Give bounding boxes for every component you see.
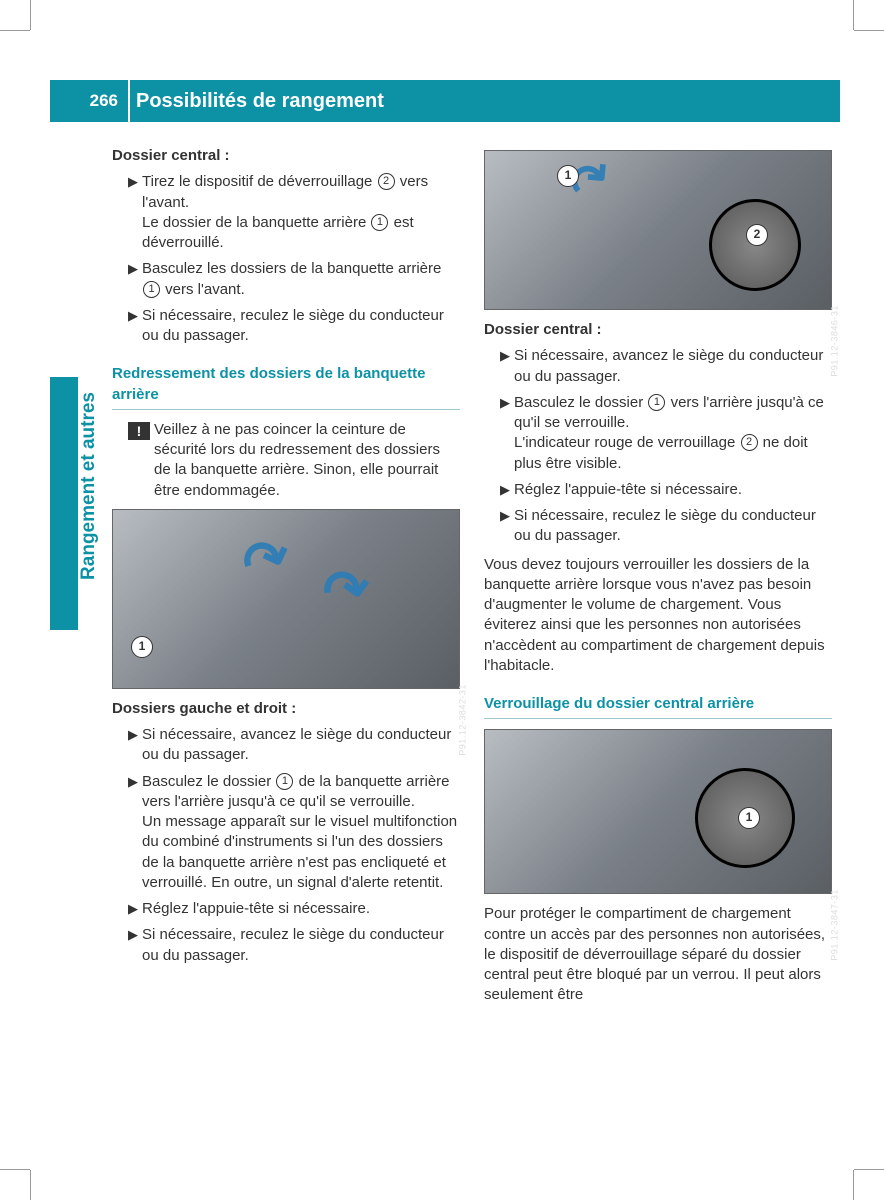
bullet-mark: ▶ — [500, 346, 514, 387]
circled-ref: 2 — [378, 173, 395, 190]
crop-mark — [853, 1170, 854, 1200]
bullet-list: ▶Si nécessaire, avancez le siège du cond… — [484, 346, 832, 546]
figure-label: P91.12-3842-31 — [457, 684, 469, 756]
bullet-text: Réglez l'appuie-tête si nécessaire. — [514, 480, 832, 500]
header-title: Possibilités de rangement — [130, 90, 384, 113]
warning-text: Veillez à ne pas coincer la ceinture de … — [154, 420, 460, 501]
side-section-label: Rangement et autres — [78, 392, 100, 580]
paragraph: Vous devez toujours verrouiller les doss… — [484, 555, 832, 677]
bullet-mark: ▶ — [500, 393, 514, 474]
bullet-item: ▶Si nécessaire, avancez le siège du cond… — [484, 346, 832, 387]
section-title: Dossier central : — [484, 320, 832, 340]
bullet-text: Basculez le dossier 1 de la banquette ar… — [142, 772, 460, 894]
bullet-mark: ▶ — [128, 899, 142, 919]
warning-icon: ! — [128, 422, 150, 440]
bullet-item: ▶Si nécessaire, reculez le siège du cond… — [484, 506, 832, 547]
bullet-item: ▶Réglez l'appuie-tête si nécessaire. — [112, 899, 460, 919]
bullet-mark: ▶ — [500, 480, 514, 500]
callout-1: 1 — [557, 165, 579, 187]
crop-mark — [30, 1170, 31, 1200]
bullet-list: ▶Si nécessaire, avancez le siège du cond… — [112, 725, 460, 966]
bullet-text: Tirez le dispositif de déverrouillage 2 … — [142, 172, 460, 253]
bullet-text: Réglez l'appuie-tête si nécessaire. — [142, 899, 460, 919]
bullet-text: Si nécessaire, avancez le siège du condu… — [142, 725, 460, 766]
bullet-list: ▶Tirez le dispositif de déverrouillage 2… — [112, 172, 460, 346]
bullet-mark: ▶ — [128, 259, 142, 300]
side-tab — [50, 377, 78, 630]
section-title: Dossiers gauche et droit : — [112, 699, 460, 719]
section-title-blue: Redressement des dossiers de la banquett… — [112, 364, 460, 410]
circled-ref: 2 — [741, 434, 758, 451]
section-title-blue: Verrouillage du dossier central arrière — [484, 694, 832, 719]
figure-lock-center: 1 P91.12-3847-31 — [484, 729, 832, 894]
bullet-item: ▶Si nécessaire, avancez le siège du cond… — [112, 725, 460, 766]
bullet-mark: ▶ — [128, 306, 142, 347]
figure-label: P91.12-3846-31 — [829, 305, 841, 377]
callout-1: 1 — [738, 807, 760, 829]
bullet-item: ▶Si nécessaire, reculez le siège du cond… — [112, 925, 460, 966]
bullet-item: ▶Basculez le dossier 1 de la banquette a… — [112, 772, 460, 894]
crop-mark — [854, 30, 884, 31]
section-title: Dossier central : — [112, 146, 460, 166]
bullet-mark: ▶ — [128, 172, 142, 253]
content-area: Dossier central : ▶Tirez le dispositif d… — [112, 142, 832, 1140]
page-header: 266 Possibilités de rangement — [50, 80, 840, 122]
bullet-text: Si nécessaire, reculez le siège du condu… — [142, 306, 460, 347]
left-column: Dossier central : ▶Tirez le dispositif d… — [112, 142, 460, 1140]
crop-mark — [0, 1169, 30, 1170]
bullet-item: ▶Tirez le dispositif de déverrouillage 2… — [112, 172, 460, 253]
bullet-mark: ▶ — [128, 772, 142, 894]
bullet-text: Si nécessaire, reculez le siège du condu… — [142, 925, 460, 966]
callout-zoom: 1 — [695, 768, 795, 868]
warning-item: ! Veillez à ne pas coincer la ceinture d… — [112, 420, 460, 501]
bullet-text: Basculez les dossiers de la banquette ar… — [142, 259, 460, 300]
callout-zoom: 2 — [709, 199, 801, 291]
bullet-mark: ▶ — [128, 925, 142, 966]
crop-mark — [30, 0, 31, 30]
callout-1: 1 — [131, 636, 153, 658]
callout-2: 2 — [746, 224, 768, 246]
circled-ref: 1 — [276, 773, 293, 790]
figure-seat-fold: ↷ ↷ 1 P91.12-3842-31 — [112, 509, 460, 689]
circled-ref: 1 — [143, 281, 160, 298]
page-number: 266 — [50, 91, 128, 111]
bullet-item: ▶Si nécessaire, reculez le siège du cond… — [112, 306, 460, 347]
bullet-mark: ▶ — [500, 506, 514, 547]
bullet-text: Basculez le dossier 1 vers l'arrière jus… — [514, 393, 832, 474]
crop-mark — [854, 1169, 884, 1170]
circled-ref: 1 — [371, 214, 388, 231]
right-column: ↷ 1 2 P91.12-3846-31 Dossier central : ▶… — [484, 142, 832, 1140]
bullet-text: Si nécessaire, avancez le siège du condu… — [514, 346, 832, 387]
arrow-icon: ↷ — [317, 548, 376, 631]
bullet-item: ▶Basculez les dossiers de la banquette a… — [112, 259, 460, 300]
bullet-item: ▶Basculez le dossier 1 vers l'arrière ju… — [484, 393, 832, 474]
crop-mark — [0, 30, 30, 31]
figure-center-back: ↷ 1 2 P91.12-3846-31 — [484, 150, 832, 310]
crop-mark — [853, 0, 854, 30]
bullet-text: Si nécessaire, reculez le siège du condu… — [514, 506, 832, 547]
bullet-item: ▶Réglez l'appuie-tête si nécessaire. — [484, 480, 832, 500]
circled-ref: 1 — [648, 394, 665, 411]
arrow-icon: ↷ — [231, 516, 301, 603]
bullet-mark: ▶ — [128, 725, 142, 766]
figure-label: P91.12-3847-31 — [829, 889, 841, 961]
paragraph: Pour protéger le compartiment de chargem… — [484, 904, 832, 1005]
